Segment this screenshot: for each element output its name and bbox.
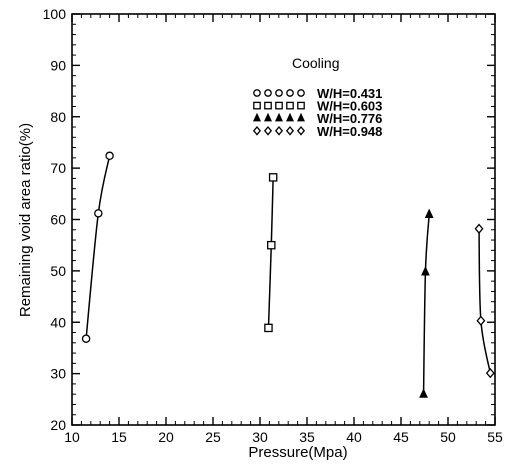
legend: Cooling W/H=0.431W/H=0.603W/H=0.776W/H=0… [252, 55, 382, 139]
legend-marker-triangle [253, 112, 261, 122]
series-line [85, 155, 111, 339]
series-square [264, 173, 278, 333]
data-point-square [267, 240, 276, 250]
x-tick-label: 55 [487, 429, 503, 445]
data-point-circle [81, 334, 91, 343]
legend-marker-square [286, 101, 294, 110]
data-point-triangle [419, 388, 428, 398]
legend-marker-square [297, 101, 305, 110]
axes-layer: 10 15 20 25 30 35 40 45 50 55 20 30 40 50 60 70 80 90 100 [43, 6, 503, 445]
legend-marker-circle [264, 89, 272, 97]
series-triangle [419, 208, 434, 398]
data-point-circle [105, 151, 114, 161]
x-tick-label: 25 [205, 429, 221, 445]
legend-label: W/H=0.948 [317, 124, 382, 139]
legend-entry: W/H=0.431 [253, 86, 382, 101]
legend-marker-diamond [274, 125, 284, 136]
legend-title: Cooling [292, 55, 339, 71]
x-tick-label: 15 [111, 429, 127, 445]
y-tick-label: 20 [50, 417, 66, 433]
legend-marker-square [275, 101, 283, 110]
series-line [267, 177, 274, 328]
series-line [478, 228, 492, 374]
x-tick-label: 20 [158, 429, 174, 445]
data-point-square [268, 173, 278, 182]
y-tick-label: 30 [50, 366, 66, 382]
legend-marker-circle [286, 89, 294, 97]
legend-entry: W/H=0.603 [253, 99, 382, 114]
legend-marker-triangle [275, 112, 283, 122]
series-layer [81, 151, 495, 398]
legend-marker-diamond [285, 125, 295, 136]
series-circle [81, 151, 114, 343]
x-tick-label: 50 [440, 429, 456, 445]
x-tick-label: 40 [346, 429, 362, 445]
y-axis-title: Remaining void area ratio(%) [17, 123, 34, 317]
legend-marker-triangle [297, 112, 305, 122]
legend-label: W/H=0.776 [317, 111, 382, 126]
y-tick-label: 50 [50, 263, 66, 279]
legend-entry: W/H=0.948 [252, 124, 382, 139]
data-point-diamond [485, 367, 495, 379]
series-diamond [474, 223, 495, 379]
legend-marker-diamond [263, 125, 273, 136]
x-tick-label: 30 [252, 429, 268, 445]
legend-entry: W/H=0.776 [253, 111, 382, 126]
y-tick-label: 100 [43, 6, 67, 22]
legend-marker-diamond [252, 125, 262, 136]
y-tick-label: 60 [50, 212, 66, 228]
legend-marker-circle [297, 89, 305, 97]
x-tick-label: 10 [64, 429, 80, 445]
data-point-triangle [424, 208, 434, 218]
data-point-circle [94, 209, 103, 218]
data-point-square [264, 323, 273, 333]
legend-label: W/H=0.603 [317, 99, 382, 114]
y-tick-label: 70 [50, 160, 66, 176]
y-tick-label: 40 [50, 314, 66, 330]
legend-marker-diamond [296, 125, 306, 136]
series-line [422, 214, 430, 395]
y-tick-label: 90 [50, 57, 66, 73]
data-point-triangle [421, 266, 430, 276]
x-axis-title: Pressure(Mpa) [248, 444, 347, 461]
legend-marker-square [264, 101, 272, 110]
legend-marker-circle [275, 89, 283, 97]
legend-marker-triangle [264, 112, 272, 122]
x-tick-label: 35 [299, 429, 315, 445]
legend-marker-square [253, 101, 261, 110]
data-point-diamond [474, 223, 484, 234]
legend-marker-triangle [286, 112, 294, 122]
legend-label: W/H=0.431 [317, 86, 382, 101]
plot-frame [71, 13, 496, 426]
legend-marker-circle [253, 89, 261, 97]
y-tick-label: 80 [50, 109, 66, 125]
data-point-diamond [476, 315, 486, 326]
x-tick-label: 45 [393, 429, 409, 445]
